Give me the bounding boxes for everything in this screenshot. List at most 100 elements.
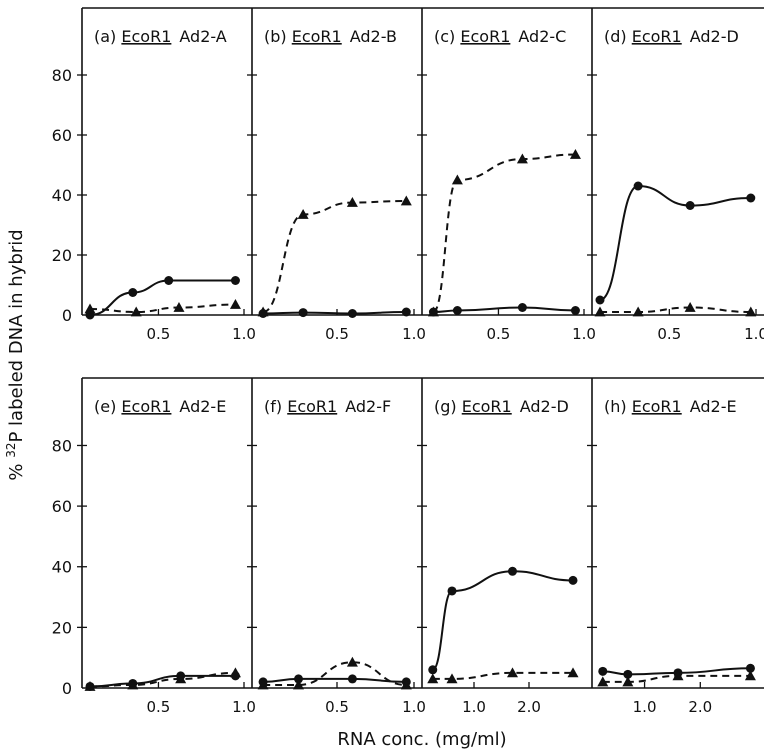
series-line-circle — [602, 667, 751, 676]
series-line-circle — [599, 184, 751, 301]
panel-b: 0.5 1.0 (b) EcoR1 Ad2-B — [247, 7, 426, 343]
series-line-triangle — [89, 303, 236, 314]
x-axis-label: RNA conc. (mg/ml) — [337, 729, 506, 750]
data-point-circle — [347, 674, 357, 684]
data-point-triangle — [175, 673, 187, 684]
data-point-circle — [595, 295, 605, 305]
data-point-triangle — [594, 306, 606, 317]
x-tick-label: 0.5 — [325, 325, 349, 343]
panel-h: 1.0 2.0 (h) EcoR1 Ad2-E — [587, 377, 764, 716]
data-point-triangle — [229, 667, 241, 678]
series-line-circle — [263, 311, 407, 315]
data-point-triangle — [346, 656, 358, 667]
data-point-circle — [298, 308, 308, 318]
series-line-circle — [89, 279, 236, 316]
panel-title: (e) EcoR1 Ad2-E — [94, 397, 226, 416]
data-point-triangle — [622, 676, 634, 687]
y-tick-label: 20 — [52, 618, 72, 637]
x-tick-label: 1.0 — [572, 325, 596, 343]
x-tick-label: 1.0 — [402, 698, 426, 716]
x-tick-label: 1.0 — [633, 698, 657, 716]
panel-d: 0.5 1.0 (d) EcoR1 Ad2-D — [587, 7, 764, 343]
data-point-triangle — [130, 306, 142, 317]
series-line-triangle — [432, 153, 576, 313]
x-tick-label: 2.0 — [688, 698, 712, 716]
data-point-triangle — [745, 306, 757, 317]
data-point-triangle — [400, 195, 412, 206]
data-point-circle — [447, 586, 457, 596]
panel-title: (b) EcoR1 Ad2-B — [264, 27, 397, 46]
y-axis-label: % 32P labeled DNA in hybrid — [4, 229, 27, 480]
panel-a: 0 20 40 60 80 0.5 1.0 (a) EcoR1 Ad2-A — [52, 7, 256, 343]
data-point-circle — [428, 307, 438, 317]
data-point-triangle — [173, 302, 185, 312]
panel-title: (c) EcoR1 Ad2-C — [434, 27, 566, 46]
x-tick-label: 1.0 — [402, 325, 426, 343]
data-point-triangle — [297, 209, 309, 219]
y-tick-label: 60 — [52, 497, 72, 516]
panel-title: (a) EcoR1 Ad2-A — [94, 27, 227, 46]
y-tick-label: 80 — [52, 436, 72, 455]
data-point-triangle — [451, 174, 463, 185]
y-tick-label: 40 — [52, 186, 72, 205]
data-point-circle — [428, 665, 438, 675]
data-point-triangle — [346, 197, 358, 207]
y-tick-label: 20 — [52, 246, 72, 265]
x-tick-label: 0.5 — [147, 325, 171, 343]
data-point-triangle — [567, 667, 579, 678]
series-line-triangle — [262, 200, 407, 313]
data-point-circle — [570, 306, 580, 315]
x-tick-label: 1.0 — [744, 325, 764, 343]
panel-e: 0 20 40 60 80 0.5 1.0 (e) EcoR1 Ad2-E — [52, 377, 256, 716]
panel-title: (h) EcoR1 Ad2-E — [604, 397, 737, 416]
data-point-triangle — [127, 679, 139, 690]
data-point-circle — [258, 309, 268, 318]
y-tick-label: 40 — [52, 558, 72, 577]
data-point-circle — [598, 666, 608, 676]
data-point-circle — [230, 276, 240, 285]
series-line-circle — [431, 570, 574, 671]
data-point-circle — [164, 276, 174, 285]
y-tick-label: 60 — [52, 126, 72, 145]
series-line-circle — [433, 306, 576, 313]
x-tick-label: 2.0 — [517, 698, 541, 716]
x-tick-label: 1.0 — [232, 325, 256, 343]
data-point-triangle — [427, 673, 439, 684]
x-tick-label: 0.5 — [147, 698, 171, 716]
x-tick-label: 0.5 — [487, 325, 511, 343]
data-point-triangle — [84, 680, 96, 691]
panel-title: (g) EcoR1 Ad2-D — [434, 397, 569, 416]
data-point-circle — [633, 181, 643, 191]
series-line-triangle — [432, 671, 574, 680]
data-point-circle — [347, 309, 357, 318]
panel-c: 0.5 1.0 (c) EcoR1 Ad2-C — [417, 7, 596, 343]
data-point-triangle — [672, 670, 684, 681]
data-point-triangle — [632, 306, 644, 317]
y-tick-label: 0 — [62, 306, 72, 325]
panel-title: (f) EcoR1 Ad2-F — [264, 397, 391, 416]
panels-group: 0 20 40 60 80 0.5 1.0 (a) EcoR1 Ad2-A 0.5 1.0 (b) E… — [52, 7, 764, 716]
series-line-triangle — [263, 661, 407, 686]
data-point-circle — [517, 303, 527, 312]
series-line-circle — [89, 674, 236, 688]
y-tick-label: 0 — [62, 679, 72, 698]
series-line-triangle — [599, 306, 751, 313]
data-point-circle — [746, 193, 756, 203]
series-line-circle — [263, 677, 407, 683]
data-point-circle — [623, 669, 633, 679]
data-point-circle — [128, 288, 138, 297]
data-point-circle — [508, 566, 517, 576]
panel-g: 1.0 2.0 (g) EcoR1 Ad2-D — [417, 377, 592, 716]
data-point-circle — [568, 575, 578, 585]
x-tick-label: 1.0 — [232, 698, 256, 716]
data-point-triangle — [744, 670, 756, 681]
series-line-triangle — [602, 674, 751, 683]
panel-title: (d) EcoR1 Ad2-D — [604, 27, 739, 46]
data-point-triangle — [569, 149, 581, 159]
data-point-circle — [401, 307, 411, 317]
data-point-triangle — [400, 679, 412, 690]
y-tick-label: 80 — [52, 66, 72, 85]
data-point-triangle — [516, 153, 528, 164]
data-point-triangle — [257, 679, 269, 690]
